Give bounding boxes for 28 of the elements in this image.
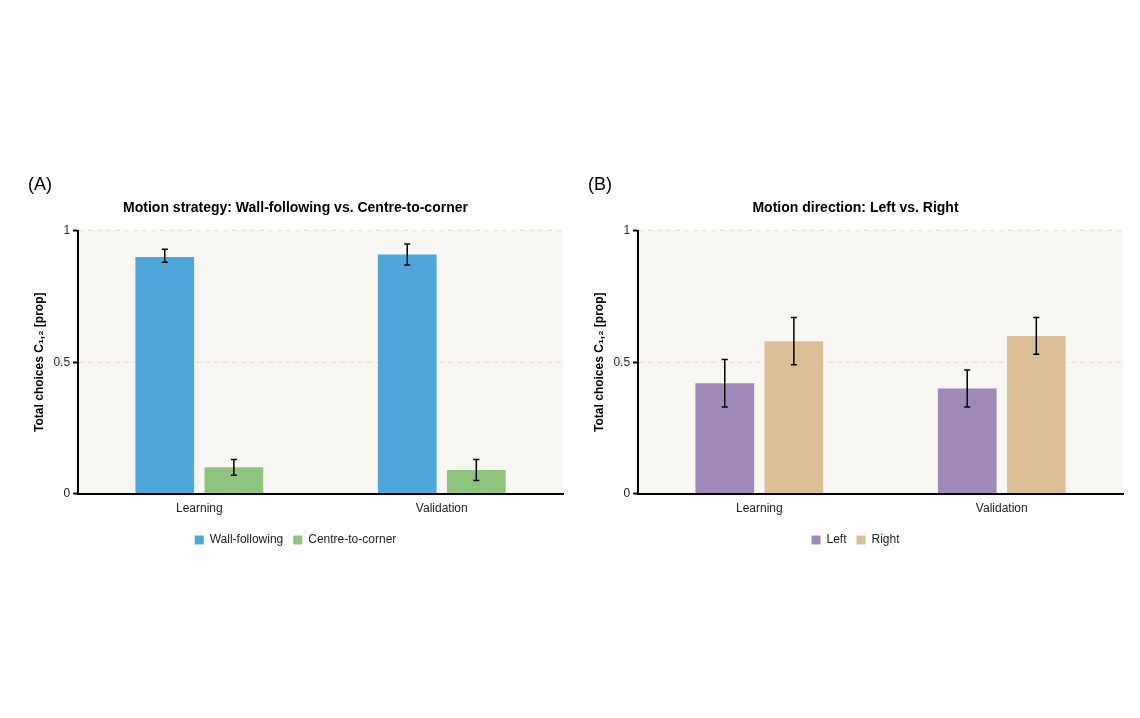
y-axis-title: Total choices C₁,₂ [prop] xyxy=(31,292,46,432)
legend-label: Centre-to-corner xyxy=(308,532,397,547)
x-tick-label: Validation xyxy=(975,501,1028,516)
text: (B) xyxy=(588,174,613,196)
chart-title: Motion direction: Left vs. Right xyxy=(752,199,959,216)
bar xyxy=(1006,335,1066,494)
y-tick-label: 0.5 xyxy=(613,354,631,369)
chart-title: Motion strategy: Wall-following vs. Centre-to-corner xyxy=(123,199,469,216)
legend-label: Right xyxy=(871,532,901,547)
bar xyxy=(446,469,506,494)
legend-label: Wall-following xyxy=(209,532,284,547)
y-tick-label: 0.5 xyxy=(53,354,71,369)
y-tick-label: 0 xyxy=(63,485,71,500)
y-tick-label: 1 xyxy=(63,223,71,238)
legend-label: Left xyxy=(826,532,848,547)
y-tick-label: 1 xyxy=(623,223,631,238)
text: (A) xyxy=(28,174,53,196)
bar xyxy=(695,383,755,494)
bar xyxy=(377,254,437,494)
x-tick-label: Learning xyxy=(175,501,223,516)
bar xyxy=(204,467,264,494)
y-axis-title: Total choices C₁,₂ [prop] xyxy=(591,292,606,432)
x-tick-label: Learning xyxy=(735,501,783,516)
bar xyxy=(937,388,997,494)
y-tick-label: 0 xyxy=(623,485,631,500)
x-tick-label: Validation xyxy=(415,501,468,516)
bar xyxy=(135,257,195,494)
bar xyxy=(764,341,824,494)
